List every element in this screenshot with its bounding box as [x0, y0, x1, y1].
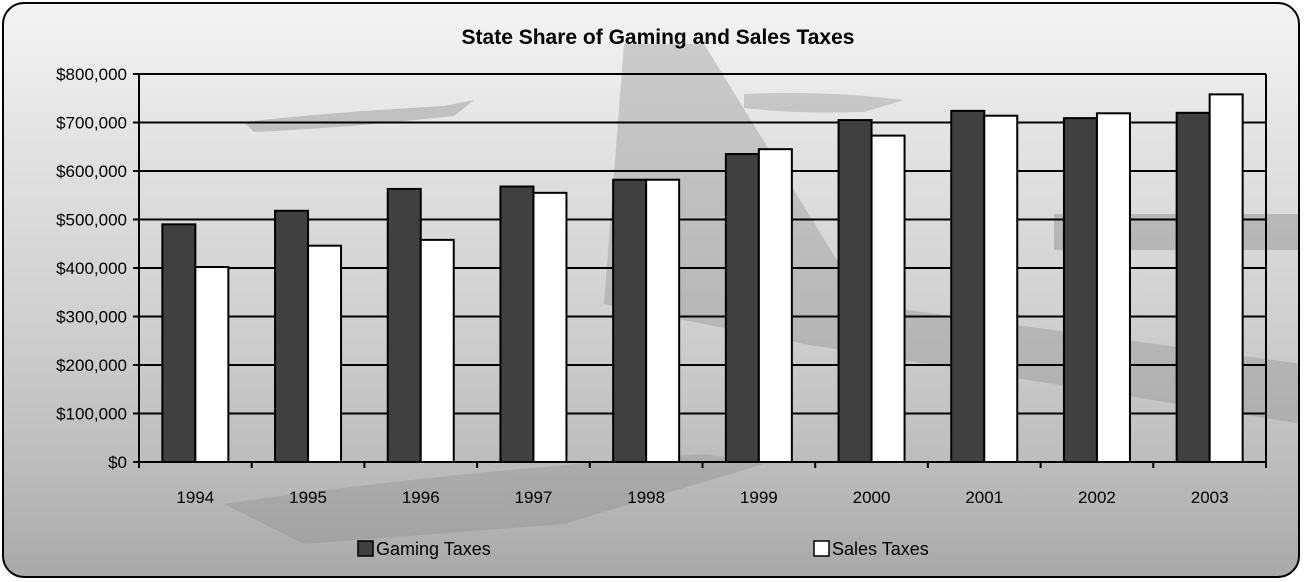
- legend-label-gaming-taxes: Gaming Taxes: [376, 539, 491, 559]
- y-tick-label: $0: [108, 453, 127, 472]
- x-tick-label: 1999: [740, 488, 778, 507]
- y-tick-label: $600,000: [56, 162, 127, 181]
- bar-sales-taxes-1996: [419, 238, 455, 463]
- x-tick-label: 1996: [402, 488, 440, 507]
- y-tick-label: $100,000: [56, 405, 127, 424]
- x-axis-tick-labels: 1994 1995 1996 1997 1998 1999 2000 2001 2002 2003: [176, 488, 1228, 507]
- bar-gaming-taxes-1994: [161, 223, 197, 463]
- bar-sales-taxes-1998: [645, 178, 681, 463]
- legend-label-sales-taxes: Sales Taxes: [832, 539, 929, 559]
- x-tick-label: 1998: [627, 488, 665, 507]
- bars: [161, 93, 1244, 464]
- x-tick-label: 2003: [1191, 488, 1229, 507]
- x-tick-label: 2001: [965, 488, 1003, 507]
- x-tick-label: 1995: [289, 488, 327, 507]
- bar-sales-taxes-2001: [983, 114, 1019, 464]
- bar-sales-taxes-1999: [757, 148, 793, 464]
- bar-sales-taxes-2003: [1208, 93, 1244, 464]
- bar-gaming-taxes-2001: [950, 109, 986, 464]
- bar-gaming-taxes-1998: [612, 178, 648, 463]
- bar-gaming-taxes-1999: [724, 153, 760, 463]
- bar-sales-taxes-1995: [307, 244, 343, 463]
- x-tick-label: 2000: [853, 488, 891, 507]
- bar-sales-taxes-2000: [870, 134, 906, 463]
- bar-sales-taxes-1994: [194, 266, 230, 463]
- y-tick-label: $800,000: [56, 65, 127, 84]
- bar-gaming-taxes-2003: [1175, 111, 1211, 464]
- x-tick-label: 2002: [1078, 488, 1116, 507]
- bar-gaming-taxes-1996: [386, 187, 422, 463]
- bar-gaming-taxes-2002: [1062, 117, 1098, 463]
- y-tick-label: $400,000: [56, 259, 127, 278]
- bar-sales-taxes-1997: [532, 191, 568, 463]
- x-tick-label: 1997: [515, 488, 553, 507]
- axes: [133, 73, 1267, 468]
- bar-gaming-taxes-1997: [499, 185, 535, 464]
- y-tick-label: $200,000: [56, 356, 127, 375]
- bar-sales-taxes-2002: [1095, 112, 1131, 463]
- y-tick-label: $700,000: [56, 114, 127, 133]
- y-axis-tick-labels: $0 $100,000 $200,000 $300,000 $400,000 $500,0…: [56, 65, 127, 472]
- legend: Gaming Taxes Sales Taxes: [357, 539, 929, 559]
- legend-swatch-sales-taxes: [813, 540, 830, 557]
- chart-title: State Share of Gaming and Sales Taxes: [462, 26, 855, 49]
- y-tick-label: $300,000: [56, 308, 127, 327]
- bar-chart: State Share of Gaming and Sales Taxes $0…: [56, 26, 1298, 559]
- y-tick-label: $500,000: [56, 211, 127, 230]
- x-tick-label: 1994: [176, 488, 214, 507]
- bar-gaming-taxes-2000: [837, 119, 873, 463]
- legend-swatch-gaming-taxes: [357, 540, 374, 557]
- bar-gaming-taxes-1995: [274, 209, 310, 463]
